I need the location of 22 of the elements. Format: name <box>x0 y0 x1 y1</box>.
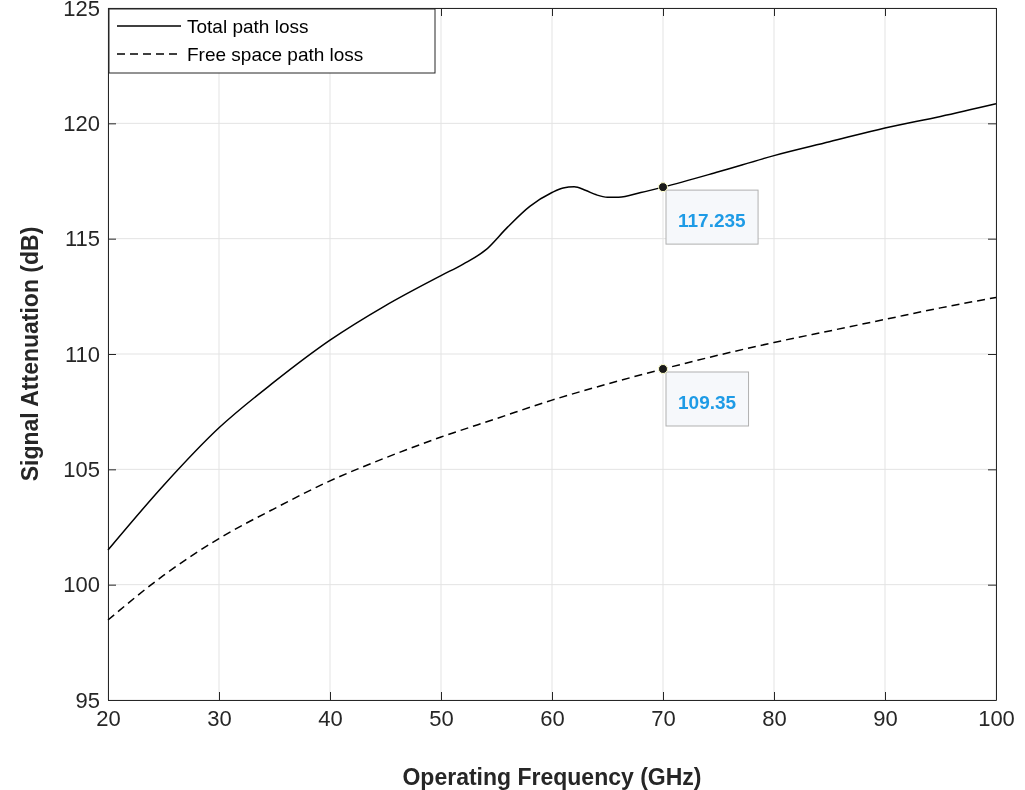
x-tick-label: 30 <box>207 705 232 731</box>
y-tick-label: 125 <box>63 0 100 21</box>
x-tick-label: 70 <box>651 705 676 731</box>
x-tick-label: 60 <box>540 705 565 731</box>
annotation: 117.235 <box>678 210 747 232</box>
y-tick-label: 120 <box>63 110 100 136</box>
y-tick-label: 115 <box>64 226 100 252</box>
x-tick-label: 100 <box>978 705 1015 731</box>
y-tick-label: 110 <box>64 341 100 367</box>
x-tick-label: 80 <box>762 705 787 731</box>
legend-label: Total path loss <box>187 16 309 37</box>
x-tick-label: 40 <box>318 705 343 731</box>
line-series <box>107 296 997 621</box>
y-tick-label: 105 <box>63 456 100 482</box>
annotation: 109.35 <box>678 391 737 413</box>
line-series <box>107 102 997 551</box>
legend-label: Free space path loss <box>187 44 364 65</box>
x-tick-label: 50 <box>429 705 454 731</box>
x-axis-title: Operating Frequency (GHz) <box>402 764 702 790</box>
x-tick-label: 90 <box>873 705 898 731</box>
y-tick-label: 100 <box>63 572 100 598</box>
y-axis-title: Signal Attenuation (dB) <box>17 226 43 482</box>
